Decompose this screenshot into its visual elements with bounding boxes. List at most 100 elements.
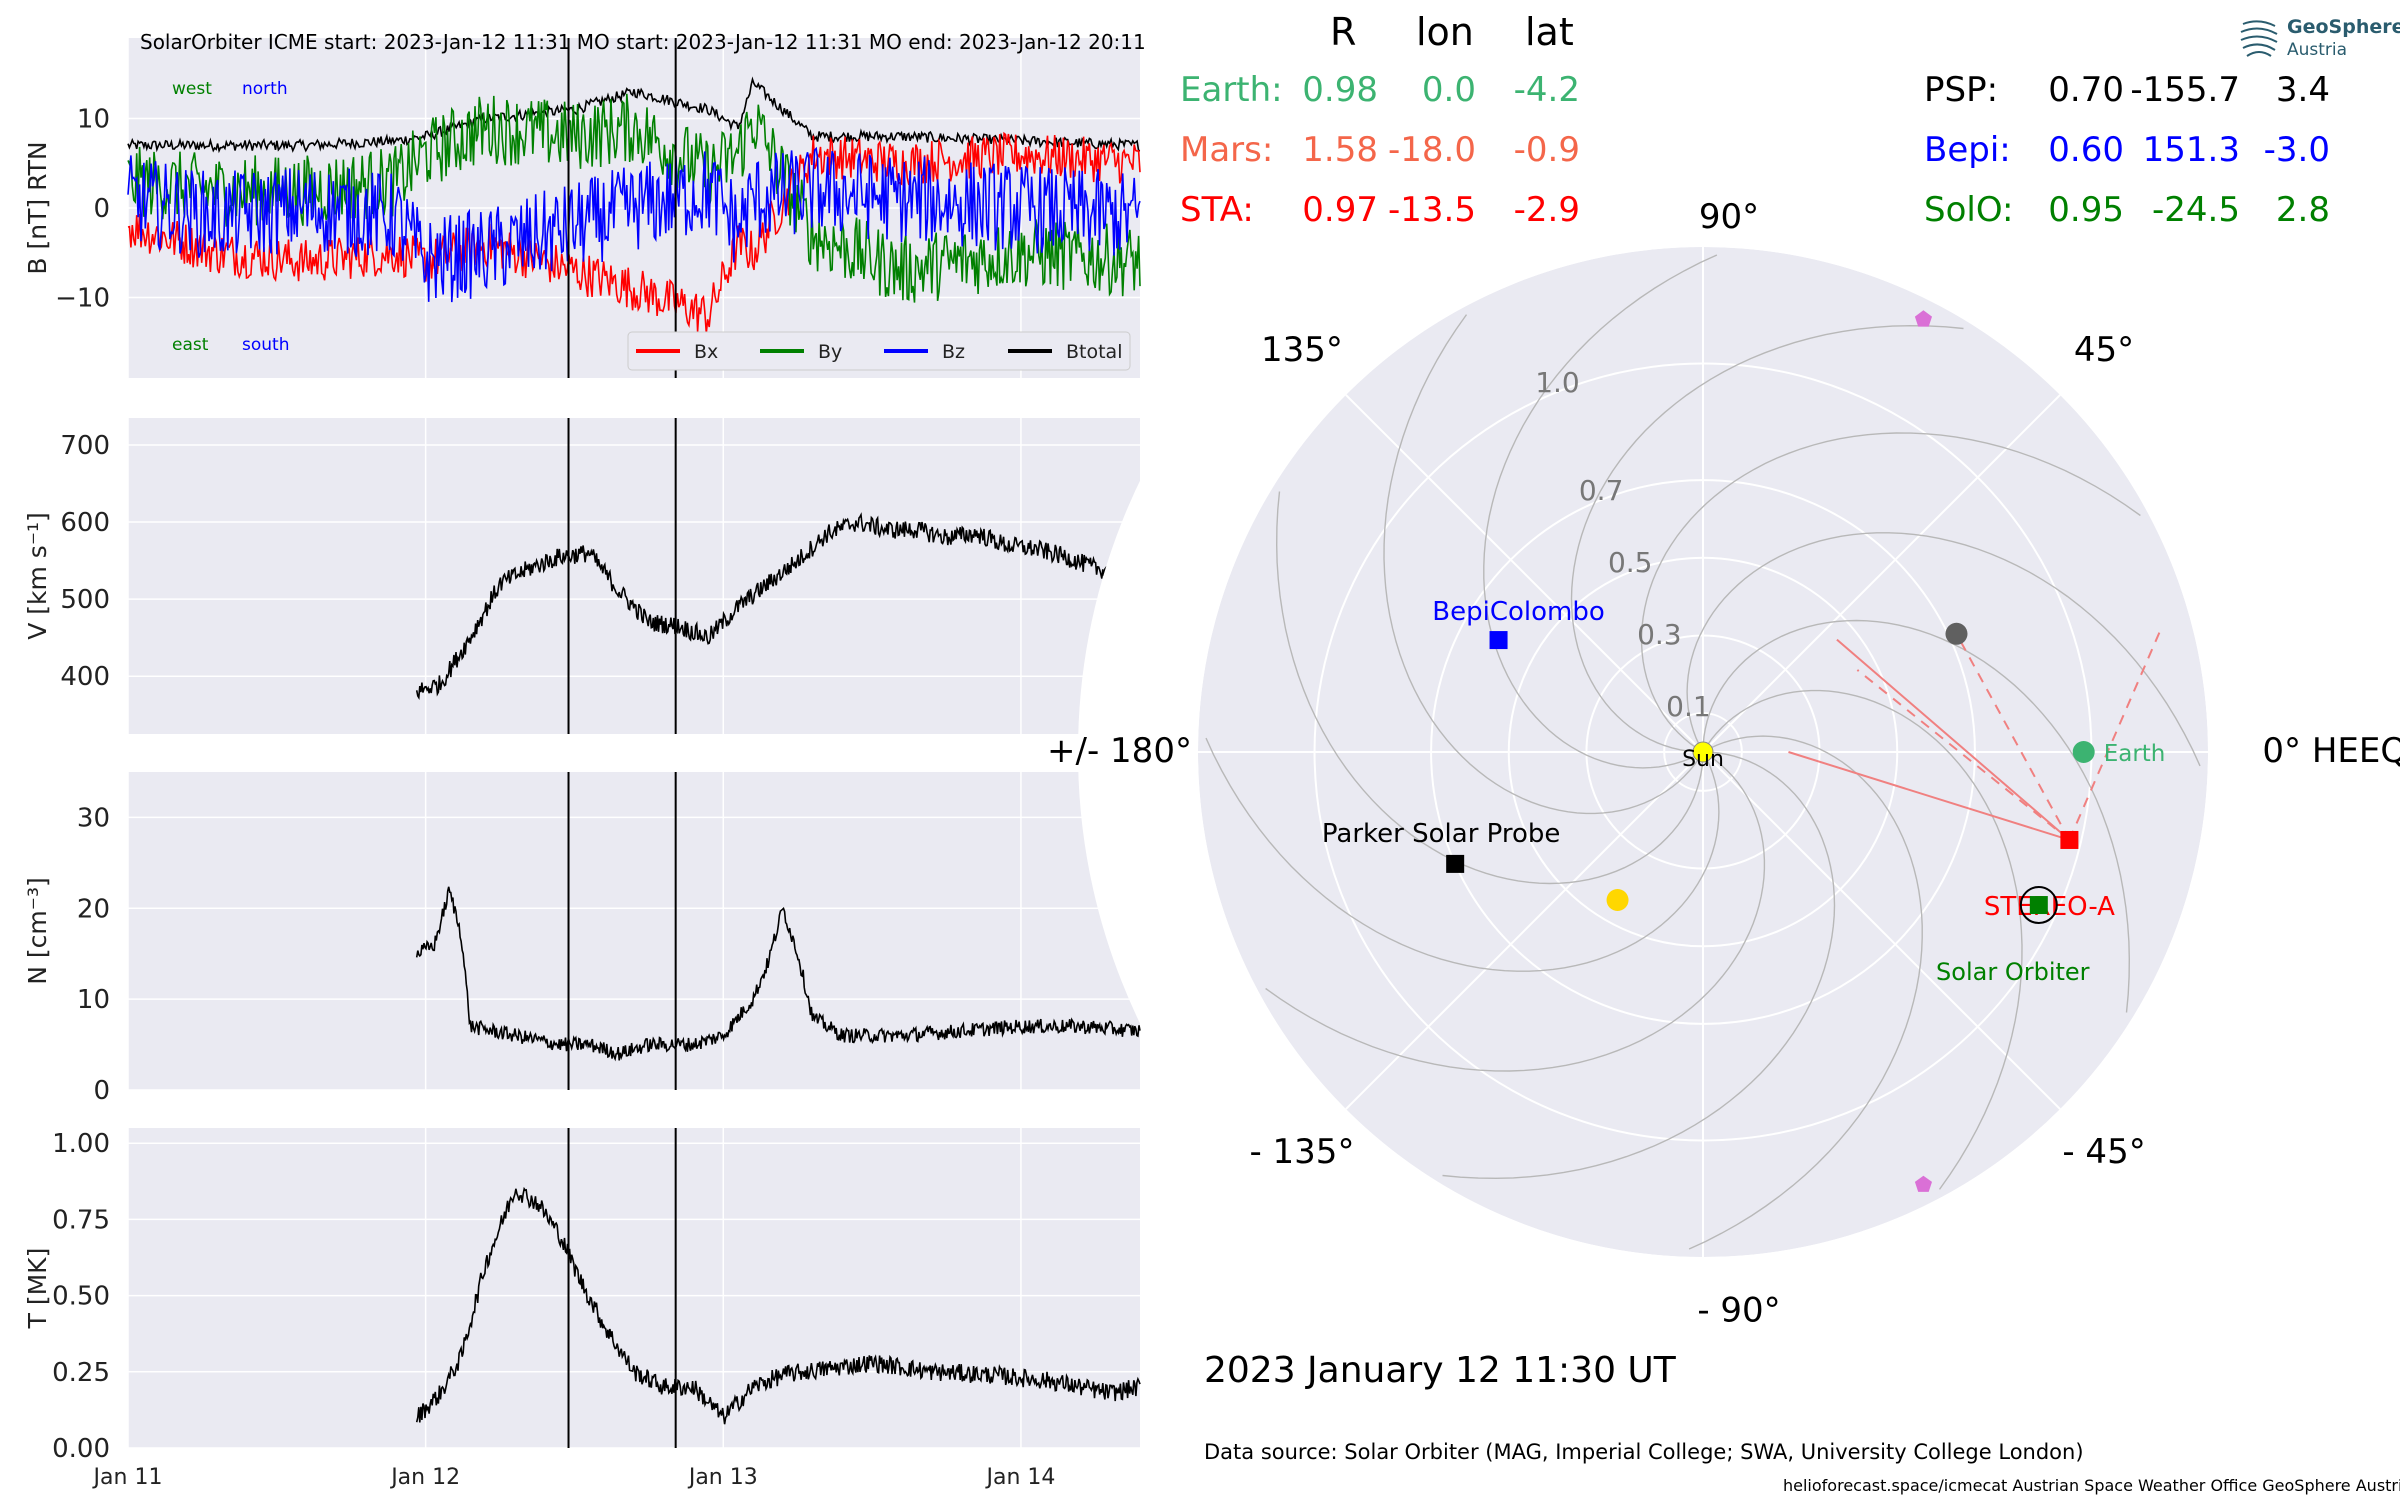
plot-area [128,772,1140,1090]
y-tick-label: 0 [93,194,110,224]
body-sun [1692,741,1714,763]
table-cell-r: 0.70 [2048,70,2124,110]
table-cell-lat: -2.9 [1513,190,1580,230]
legend-label-bz: Bz [942,341,965,363]
parker-spiral [1265,755,1766,1072]
parker-spiral [1570,324,1964,753]
y-tick-label: 0.75 [52,1205,110,1235]
angle-label-135: 135° [1261,330,1343,370]
table-cell-name: PSP: [1924,70,1999,110]
y-tick-label: 500 [60,585,110,615]
parker-spiral [1640,432,2141,749]
table-cell-lon: 151.3 [2142,130,2240,170]
column-r-header: R [1330,10,1357,54]
series-n [415,886,1141,1062]
plot-area [128,418,1140,734]
connection-line [1955,633,2071,841]
spoke [1345,751,1704,1110]
connection-line [2068,628,2162,841]
angle-label-0: 0° HEEQ [2262,731,2400,771]
y-tick-label: 700 [60,431,110,461]
parker-spiral [1205,737,1720,972]
parker-spiral [1383,314,1700,815]
body-planet-b [1914,1175,1932,1192]
table-cell-r: 0.97 [1302,190,1378,230]
body-stereo-a [2060,830,2079,849]
parker-spiral [1702,619,2131,1013]
body-stereo-a-label: STEREO-A [1984,892,2115,922]
r-tick-label: 0.7 [1579,474,1624,507]
body-venus [1945,622,1968,645]
r-tick-label: 0.1 [1666,690,1711,723]
body-earth-label: Earth [2104,741,2166,767]
legend-label-by: By [818,341,842,363]
plot-area [128,1128,1140,1448]
table-cell-name: SolO: [1924,190,2014,230]
table-cell-lat: 3.4 [2275,70,2330,110]
y-tick-label: 400 [60,662,110,692]
date-label: 2023 January 12 11:30 UT [1204,1350,1676,1391]
parker-spiral [1275,491,1704,885]
angle-label-neg90: - 90° [1697,1291,1780,1331]
y-tick-label: −10 [55,283,110,313]
connection-line [1856,669,2071,841]
body-solar-orbiter [2029,896,2048,915]
body-sun-label: Sun [1682,747,1724,772]
r-tick-label: 1.0 [1535,366,1580,399]
table-cell-r: 0.95 [2048,190,2124,230]
column-lon-header: lon [1416,10,1474,54]
y-tick-label: 0 [93,1076,110,1106]
parker-spiral [1706,689,2023,1190]
y-axis-label: B [nT] RTN [23,141,52,274]
panel-temperature: 1.00 0.75 0.50 0.25 0.00 T [MK] Jan 11 Jan 12 Ja… [23,1128,1141,1490]
legend: Bx By Bz Btotal [627,331,1131,371]
table-cell-lon: -18.0 [1388,130,1476,170]
spoke [1702,751,2061,1110]
y-tick-label: 20 [77,894,110,924]
parker-spiral [1483,254,1718,769]
column-lat-header: lat [1525,10,1574,54]
series-v [415,512,1141,700]
y-tick-label: 0.25 [52,1358,110,1388]
x-tick-label: Jan 13 [687,1465,758,1490]
legend-label-bx: Bx [694,341,718,363]
panel-velocity: 700 600 500 400 V [km s⁻¹] [23,418,1141,734]
footer: helioforecast.space/icmecat Austrian Spa… [1783,1476,2400,1495]
body-mercury [1606,889,1629,912]
y-tick-label: 10 [77,985,110,1015]
table-cell-lon: -155.7 [2130,70,2240,110]
table-cell-lon: 0.0 [1421,70,1476,110]
data-source: Data source: Solar Orbiter (MAG, Imperia… [1204,1440,2084,1464]
table-cell-name: Mars: [1180,130,1274,170]
label-south: south [242,335,289,355]
outer-mask [1078,127,2328,1377]
y-axis-label: N [cm⁻³] [23,877,52,984]
x-tick-label: Jan 14 [984,1465,1055,1490]
y-axis-label: V [km s⁻¹] [23,512,52,640]
series-bx [127,131,1141,334]
series-bz [127,146,1141,303]
logo-mark-icon [2240,20,2278,57]
parker-spiral [1442,751,1836,1180]
angle-label-45: 45° [2074,330,2134,370]
spoke [1702,394,2061,753]
label-west: west [172,79,212,99]
table-cell-lat: -4.2 [1513,70,1580,110]
body-parker-solar-probe-label: Parker Solar Probe [1322,819,1560,849]
label-north: north [242,79,288,99]
polar-chart: 0.1 0.3 0.5 0.7 1.0 0° HEEQ 45° 90° 135° +/- 180°… [1047,127,2400,1377]
body-bepicolombo [1489,631,1508,650]
angle-label-90: 90° [1699,197,1759,237]
table-cell-r: 0.60 [2048,130,2124,170]
table-cell-r: 1.58 [1302,130,1378,170]
y-tick-label: 0.50 [52,1282,110,1312]
label-east: east [172,335,209,355]
y-axis-label: T [MK] [23,1248,52,1330]
table-cell-name: Earth: [1180,70,1283,110]
logo-name: GeoSphere [2287,16,2400,38]
series-t [415,1186,1141,1425]
body-solar-orbiter-label: Solar Orbiter [1936,958,2090,986]
body-parker-solar-probe [1446,854,1465,873]
